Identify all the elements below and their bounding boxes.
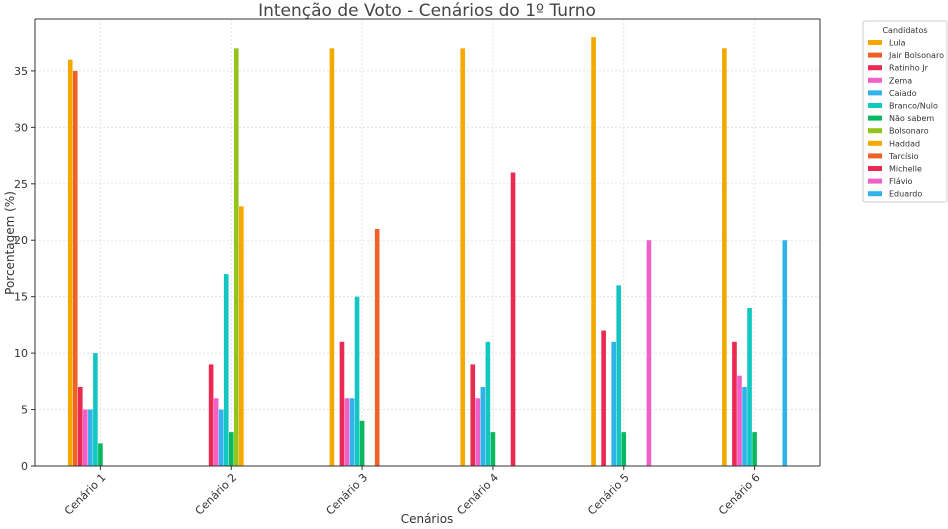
grid-lines xyxy=(35,19,820,466)
legend-label: Lula xyxy=(889,39,906,48)
x-axis-label: Cenários xyxy=(401,512,454,525)
bar xyxy=(374,228,380,466)
y-tick-label: 5 xyxy=(21,404,28,417)
bar xyxy=(208,364,214,466)
bar xyxy=(480,386,486,466)
bar xyxy=(88,409,93,466)
legend-label: Eduardo xyxy=(889,190,922,199)
bar xyxy=(646,240,652,466)
y-tick-label: 15 xyxy=(14,291,28,304)
bar xyxy=(218,409,224,466)
axes: 0 5 10 15 20 25 30 35 Cenário 1 Cenário 2 Cenário … xyxy=(14,18,821,518)
y-tick-label: 35 xyxy=(14,65,28,78)
bar xyxy=(601,330,606,466)
bar xyxy=(359,420,365,466)
legend-label: Zema xyxy=(889,76,912,85)
legend-swatch xyxy=(868,140,882,146)
bar xyxy=(93,353,98,466)
bar xyxy=(460,48,466,467)
bar xyxy=(72,70,78,466)
legend-label: Não sabem xyxy=(889,114,934,123)
legend-label: Haddad xyxy=(889,139,920,148)
legend-swatch xyxy=(868,128,882,134)
bar xyxy=(782,240,788,466)
bar xyxy=(485,341,491,466)
legend-swatch xyxy=(868,103,882,108)
x-tick-label: Cenário 6 xyxy=(716,471,763,518)
bar xyxy=(470,364,476,466)
bar xyxy=(742,386,747,466)
bar xyxy=(490,432,496,466)
legend-swatch xyxy=(868,65,882,71)
bar xyxy=(752,432,757,466)
legend-swatch xyxy=(868,178,882,184)
legend-swatch xyxy=(868,40,882,45)
bar xyxy=(83,409,88,466)
y-tick-label: 25 xyxy=(14,178,28,191)
legend-swatch xyxy=(868,52,882,58)
legend: Candidatos Lula Jair Bolsonaro Ratinho Jr Z… xyxy=(862,20,948,203)
legend-swatch xyxy=(868,166,882,171)
bar xyxy=(611,341,617,466)
legend-swatch xyxy=(868,90,882,96)
x-tick-label: Cenário 4 xyxy=(454,471,501,518)
legend-label: Bolsonaro xyxy=(889,127,929,136)
x-tick-label: Cenário 2 xyxy=(193,471,240,518)
legend-label: Tarcísio xyxy=(888,152,919,161)
legend-swatch xyxy=(868,115,882,121)
bar xyxy=(329,48,335,467)
x-tick-label: Cenário 3 xyxy=(324,471,371,518)
bar xyxy=(616,285,622,466)
legend-swatch xyxy=(868,77,882,83)
bar xyxy=(223,274,229,466)
bar xyxy=(475,398,481,466)
bar xyxy=(339,341,345,466)
bar xyxy=(233,48,239,467)
bar xyxy=(722,48,727,467)
legend-label: Branco/Nulo xyxy=(889,102,938,111)
x-tick-label: Cenário 5 xyxy=(585,471,632,518)
y-tick-label: 0 xyxy=(21,460,28,473)
bar xyxy=(591,37,596,466)
legend-label: Michelle xyxy=(889,165,922,174)
bar xyxy=(98,443,103,466)
legend-title: Candidatos xyxy=(882,26,927,35)
bar xyxy=(67,59,73,467)
bar xyxy=(213,398,219,466)
bar xyxy=(349,398,355,466)
y-tick-label: 20 xyxy=(14,234,28,247)
y-axis-label: Porcentagem (%) xyxy=(3,191,17,295)
bar xyxy=(77,386,83,466)
bar xyxy=(228,432,234,466)
legend-items: Lula Jair Bolsonaro Ratinho Jr Zema Caiado Br… xyxy=(868,39,944,199)
legend-box xyxy=(862,20,948,203)
bar xyxy=(621,432,627,466)
legend-swatch xyxy=(868,153,882,159)
bar xyxy=(238,206,244,466)
bar xyxy=(737,375,742,466)
bars xyxy=(67,37,788,467)
y-tick-label: 30 xyxy=(14,121,28,134)
legend-label: Flávio xyxy=(889,177,913,186)
legend-label: Jair Bolsonaro xyxy=(888,51,944,60)
legend-label: Caiado xyxy=(889,89,917,98)
bar xyxy=(732,341,737,466)
y-tick-label: 10 xyxy=(14,347,28,360)
x-tick-label: Cenário 1 xyxy=(62,471,109,518)
legend-label: Ratinho Jr xyxy=(889,64,929,73)
legend-swatch xyxy=(868,191,882,197)
bar xyxy=(510,172,516,467)
bar xyxy=(354,296,360,466)
chart-title: Intenção de Voto - Cenários do 1º Turno xyxy=(258,1,596,21)
bar xyxy=(344,398,350,466)
bar xyxy=(747,307,752,466)
